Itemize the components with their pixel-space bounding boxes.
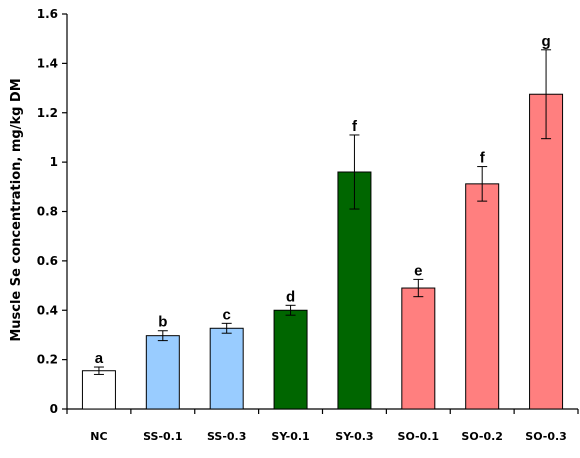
bars <box>81 93 564 410</box>
x-category-label: SS-0.3 <box>207 430 246 443</box>
significance-label: b <box>158 314 167 331</box>
bar-so-0-3 <box>529 93 564 410</box>
y-tick-label: 0.4 <box>37 303 58 317</box>
x-category-label: SO-0.1 <box>398 430 440 443</box>
significance-label: d <box>286 288 295 305</box>
significance-label: a <box>95 350 104 367</box>
significance-label: c <box>223 306 231 323</box>
y-axis-title: Muscle Se concentration, mg/kg DM <box>9 78 24 341</box>
y-tick-label: 1.4 <box>37 56 58 70</box>
y-tick-label: 0 <box>50 402 58 416</box>
bar-nc <box>81 370 116 410</box>
y-tick-label: 0.8 <box>37 205 58 219</box>
y-tick-label: 0.2 <box>37 353 58 367</box>
x-category-label: NC <box>90 430 107 443</box>
significance-label: e <box>414 262 422 279</box>
bar-so-0-2 <box>465 183 500 410</box>
bar-ss-0-1 <box>145 335 180 410</box>
significance-label: g <box>541 33 550 50</box>
x-category-label: SO-0.2 <box>461 430 503 443</box>
y-tick-label: 1.6 <box>37 7 58 21</box>
bar-ss-0-3 <box>209 327 244 410</box>
bar-sy-0-1 <box>273 309 308 410</box>
x-category-label: SO-0.3 <box>525 430 567 443</box>
significance-label: f <box>480 150 486 167</box>
x-axis: NC SS-0.1 SS-0.3 SY-0.1 SY-0.3 SO-0.1 SO-0.2 SO… <box>66 408 579 443</box>
y-tick-label: 1.2 <box>37 106 58 120</box>
x-category-label: SY-0.3 <box>335 430 373 443</box>
x-category-label: SY-0.1 <box>271 430 309 443</box>
x-category-label: SS-0.1 <box>143 430 182 443</box>
y-axis: 0 0.2 0.4 0.6 0.8 1 1.2 1.4 1.6 <box>37 7 68 416</box>
bar-so-0-1 <box>401 287 436 410</box>
significance-label: f <box>352 118 358 135</box>
significance-letters: a b c d f e f g <box>95 33 551 367</box>
error-bars <box>93 49 552 375</box>
y-tick-label: 1 <box>50 155 58 169</box>
y-tick-label: 0.6 <box>37 254 58 268</box>
bar-sy-0-3 <box>337 171 372 410</box>
